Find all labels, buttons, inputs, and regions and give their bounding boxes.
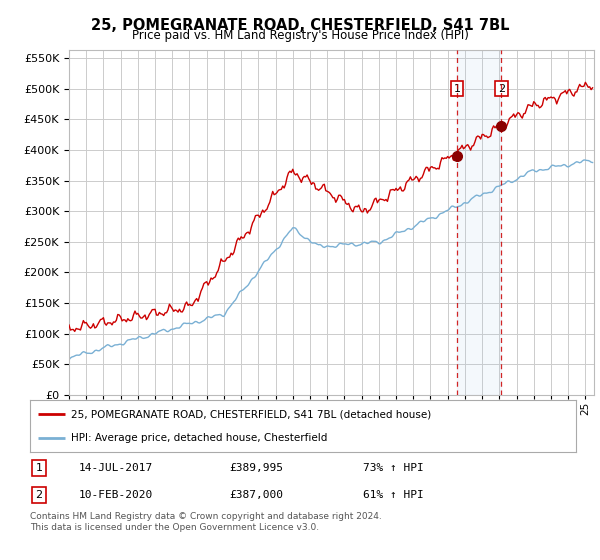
Text: £389,995: £389,995	[229, 463, 283, 473]
Text: 2: 2	[497, 83, 505, 94]
Text: Price paid vs. HM Land Registry's House Price Index (HPI): Price paid vs. HM Land Registry's House …	[131, 29, 469, 41]
Text: 14-JUL-2017: 14-JUL-2017	[79, 463, 154, 473]
Bar	[457, 50, 501, 395]
Text: £387,000: £387,000	[229, 490, 283, 500]
Text: Contains HM Land Registry data © Crown copyright and database right 2024.
This d: Contains HM Land Registry data © Crown c…	[30, 512, 382, 532]
Text: 1: 1	[454, 83, 460, 94]
Text: HPI: Average price, detached house, Chesterfield: HPI: Average price, detached house, Ches…	[71, 433, 328, 444]
Text: 73% ↑ HPI: 73% ↑ HPI	[363, 463, 424, 473]
Text: 1: 1	[35, 463, 43, 473]
Text: 10-FEB-2020: 10-FEB-2020	[79, 490, 154, 500]
Text: 61% ↑ HPI: 61% ↑ HPI	[363, 490, 424, 500]
Text: 25, POMEGRANATE ROAD, CHESTERFIELD, S41 7BL: 25, POMEGRANATE ROAD, CHESTERFIELD, S41 …	[91, 18, 509, 33]
Text: 25, POMEGRANATE ROAD, CHESTERFIELD, S41 7BL (detached house): 25, POMEGRANATE ROAD, CHESTERFIELD, S41 …	[71, 409, 431, 419]
Text: 2: 2	[35, 490, 43, 500]
